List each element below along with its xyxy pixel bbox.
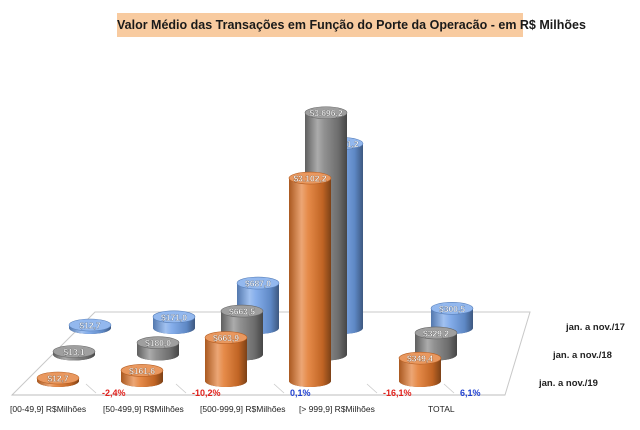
bar-top xyxy=(68,318,112,332)
variation-arrow xyxy=(366,383,378,394)
bar-top xyxy=(52,345,96,358)
data-label: $12,7 xyxy=(79,321,101,331)
variation-label: 6,1% xyxy=(460,388,481,398)
bar-bottom xyxy=(289,375,331,387)
bar-top xyxy=(430,302,474,315)
bar-bottom xyxy=(205,375,247,387)
bar-body xyxy=(289,178,331,381)
category-label: TOTAL xyxy=(428,404,455,414)
bar: $663,9 xyxy=(204,331,248,387)
bar: $171,0 xyxy=(152,310,196,334)
bar-body xyxy=(205,337,247,381)
bar: $13,1 xyxy=(52,345,96,361)
legend-label: jan. a nov./17 xyxy=(565,322,625,333)
bar-bottom xyxy=(153,322,195,334)
bar-top xyxy=(120,364,164,377)
data-label: $13,1 xyxy=(63,347,85,357)
legend-label: jan. a nov./18 xyxy=(552,350,612,361)
variation-arrow xyxy=(85,383,97,394)
data-label: $349,4 xyxy=(407,354,433,364)
category-label: [50-499,9] R$Milhões xyxy=(103,404,184,414)
bar: $161,6 xyxy=(120,364,164,387)
bar-bottom xyxy=(121,375,163,387)
bar-top xyxy=(36,371,80,385)
chart-title: Valor Médio das Transações em Função do … xyxy=(117,13,586,37)
data-label: $3.696,2 xyxy=(309,108,342,118)
category-label: [500-999,9] R$Milhões xyxy=(200,404,286,414)
bar-bottom xyxy=(399,375,441,387)
bar: $3.102,2 xyxy=(288,171,332,387)
data-label: $663,5 xyxy=(229,307,255,317)
variation-label: -16,1% xyxy=(383,388,412,398)
bar-bottom xyxy=(137,348,179,361)
bar-top xyxy=(288,171,332,185)
category-label: [> 999,9] R$Milhões xyxy=(299,404,375,414)
bar-top xyxy=(398,351,442,365)
category-label: [00-49,9] R$Milhões xyxy=(10,404,86,414)
data-label: $180,0 xyxy=(145,338,171,348)
bar: $12,7 xyxy=(68,318,112,334)
bar-top xyxy=(136,336,180,350)
data-label: $12,7 xyxy=(47,374,69,384)
bar: $12,7 xyxy=(36,371,80,387)
bar-top xyxy=(152,310,196,324)
bar-body xyxy=(399,358,441,381)
variation-label: -2,4% xyxy=(102,388,126,398)
bar-top xyxy=(220,304,264,318)
data-label: $300,5 xyxy=(439,304,465,314)
variation-arrow xyxy=(175,383,187,394)
variation-arrow xyxy=(273,383,285,394)
variation-arrow xyxy=(443,383,455,394)
data-label: $687,0 xyxy=(245,279,271,289)
bar-top xyxy=(236,276,280,290)
data-label: $663,9 xyxy=(213,333,239,343)
bar-top xyxy=(204,331,248,344)
bar-top xyxy=(414,326,458,340)
data-label: $329,2 xyxy=(423,328,449,338)
bar: $180,0 xyxy=(136,336,180,361)
bar-top xyxy=(304,106,348,120)
data-label: $3.102,2 xyxy=(293,174,326,184)
data-label: $161,6 xyxy=(129,366,155,376)
bar: $349,4 xyxy=(398,351,442,387)
variation-label: 0,1% xyxy=(290,388,311,398)
legend-label: jan. a nov./19 xyxy=(538,378,598,389)
variation-label: -10,2% xyxy=(192,388,221,398)
data-label: $171,0 xyxy=(161,312,187,322)
